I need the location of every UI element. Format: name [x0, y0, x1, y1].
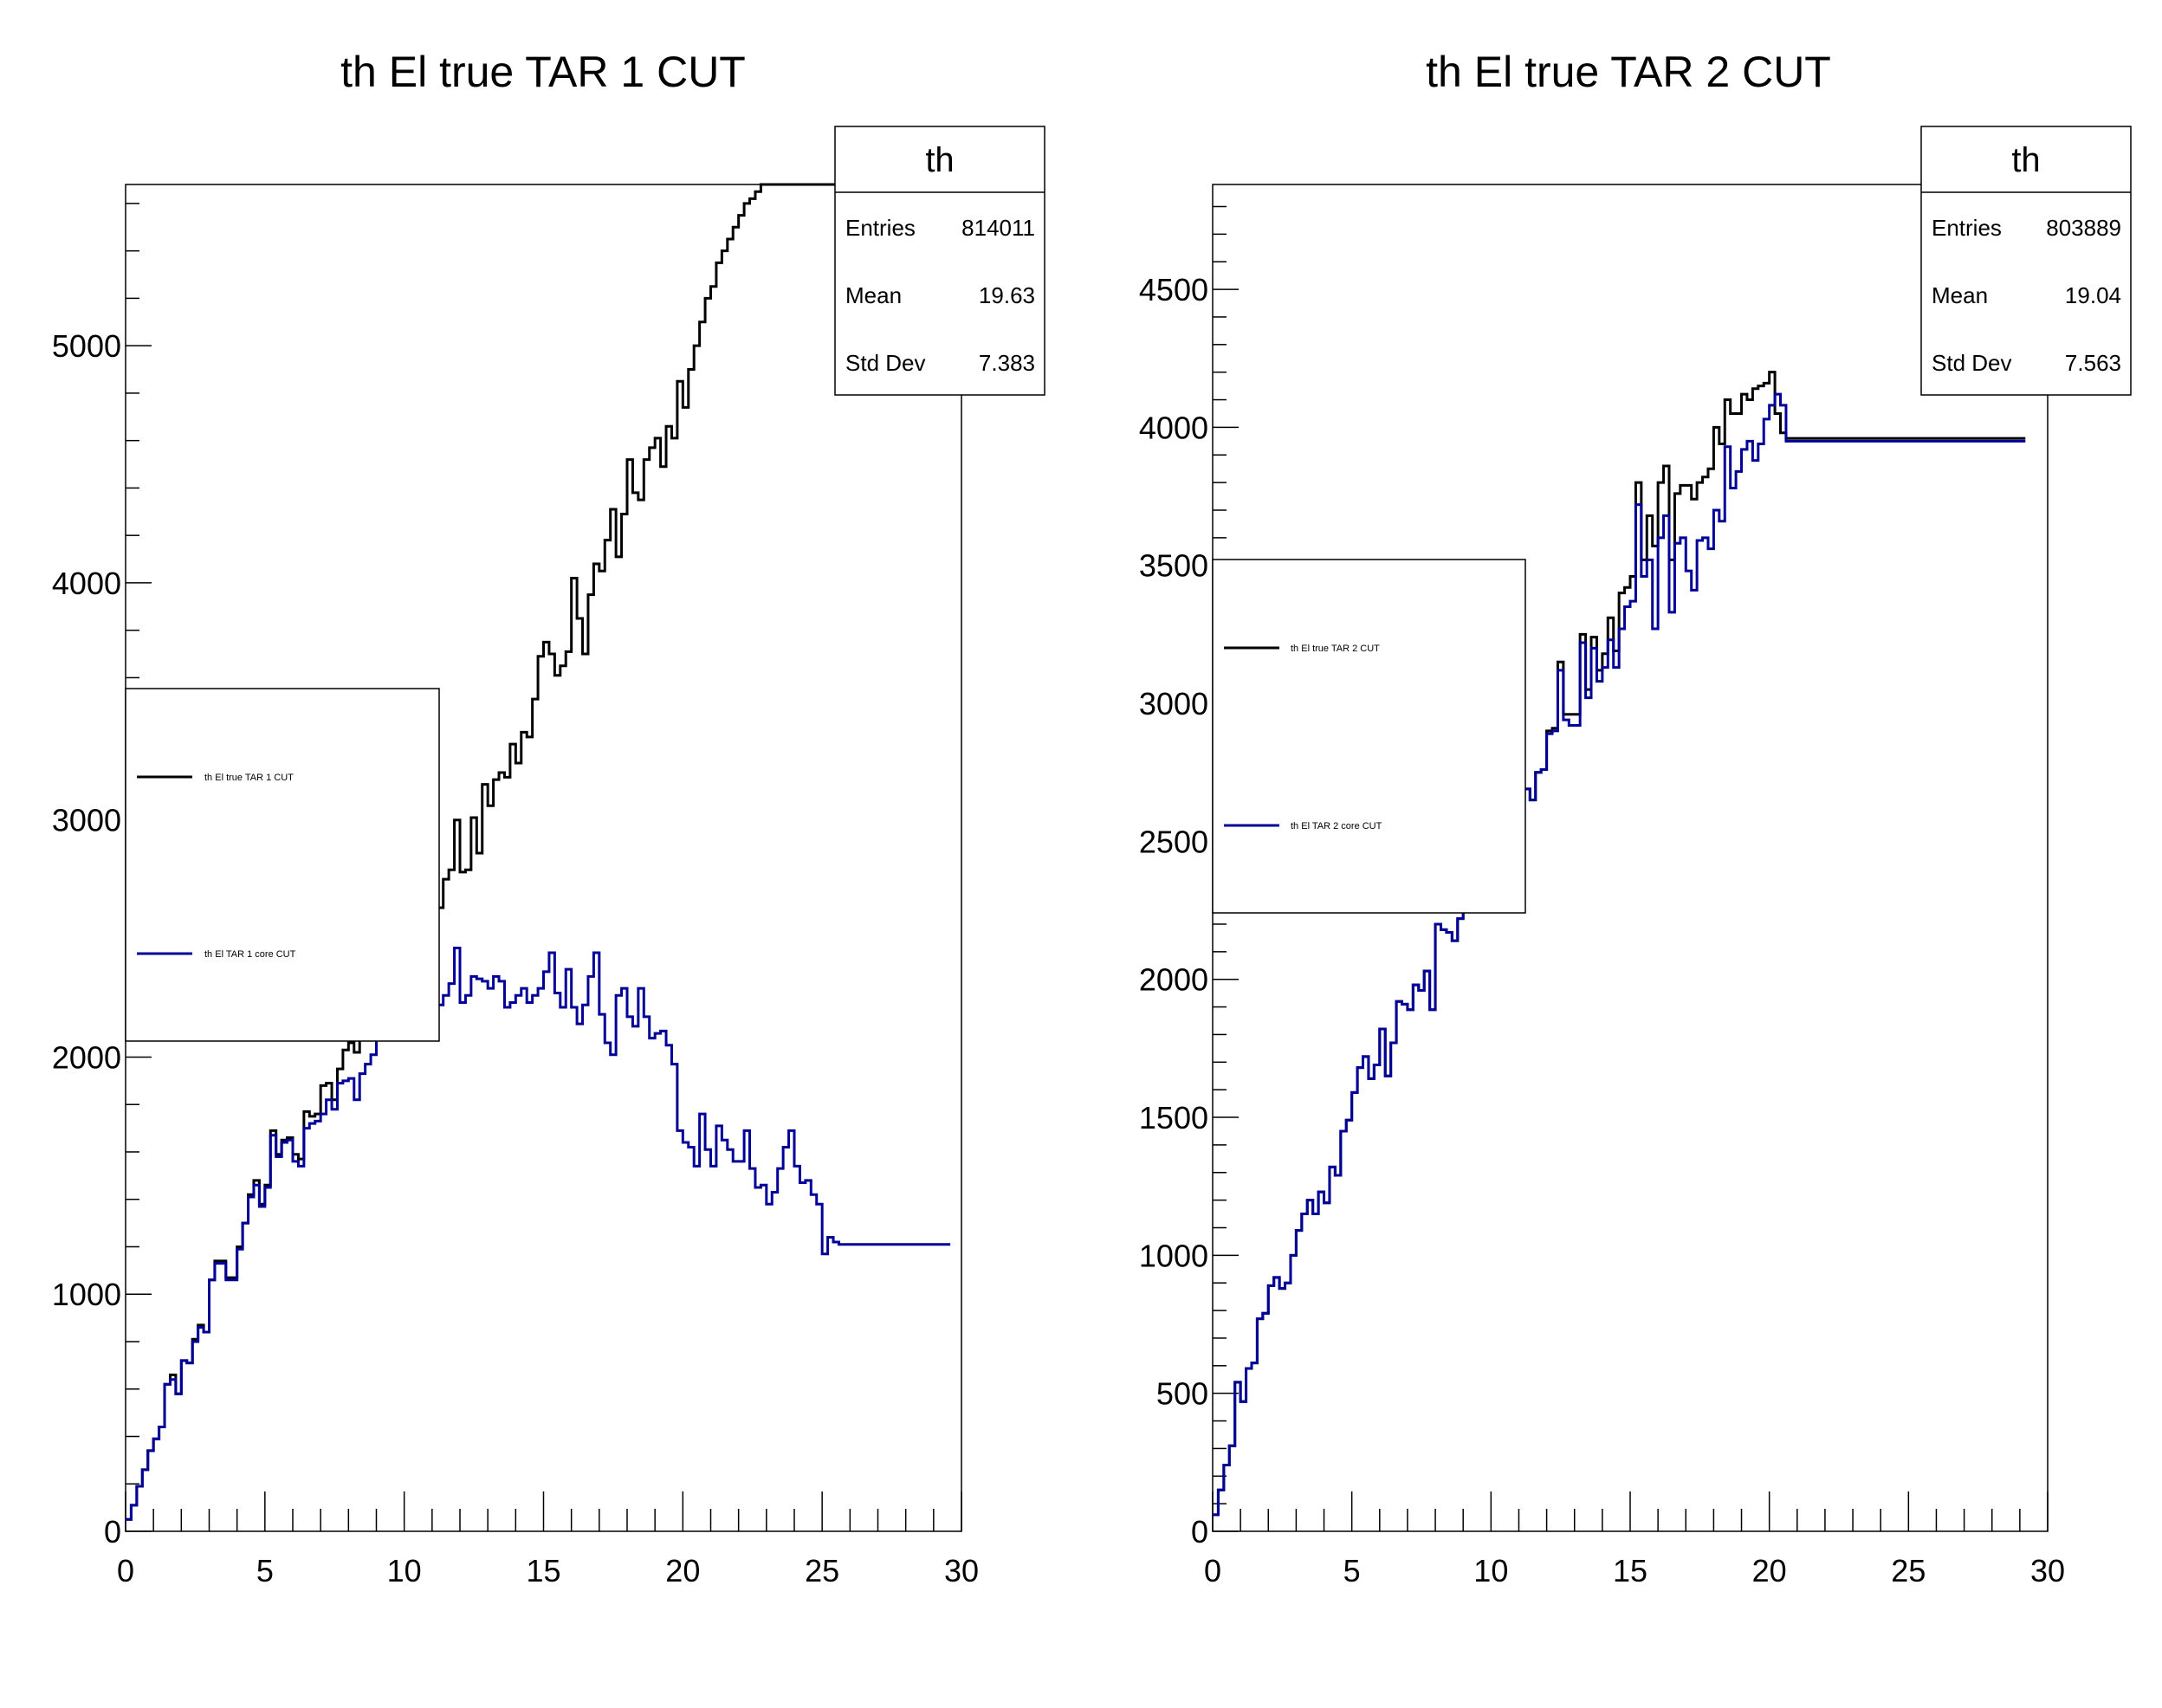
x-axis: 0 5 10 15 20 25 30 [1204, 1491, 2065, 1588]
x-tick-label: 20 [665, 1553, 700, 1588]
series-group [1213, 371, 2026, 1517]
chart-title: th El true TAR 2 CUT [1426, 48, 1831, 96]
x-tick-label: 5 [256, 1553, 274, 1588]
y-tick-label: 0 [1191, 1514, 1208, 1549]
y-tick-label: 5000 [52, 328, 121, 364]
stats-title: th [925, 141, 954, 179]
stats-value-mean: 19.04 [2065, 282, 2121, 308]
stats-box: th Entries 803889 Mean 19.04 Std Dev 7.5… [1920, 126, 2132, 396]
y-tick-label: 4000 [52, 566, 121, 601]
x-tick-label: 5 [1343, 1553, 1361, 1588]
x-tick-label: 0 [117, 1553, 134, 1588]
y-tick-label: 1000 [52, 1277, 121, 1312]
stats-frame [834, 126, 1045, 396]
legend-label-core: th El TAR 2 core CUT [1291, 821, 1382, 831]
legend-box [125, 688, 440, 1042]
y-tick-label: 4500 [1139, 272, 1208, 307]
y-tick-label: 1000 [1139, 1238, 1208, 1273]
stats-value-mean: 19.63 [979, 282, 1035, 308]
stats-label-mean: Mean [1932, 282, 1988, 308]
stats-value-entries: 803889 [2046, 215, 2121, 241]
y-tick-label: 2000 [52, 1039, 121, 1075]
legend: th El true TAR 2 CUT th El TAR 2 core CU… [1212, 559, 1526, 914]
x-tick-label: 20 [1752, 1553, 1787, 1588]
y-tick-label: 2000 [1139, 962, 1208, 998]
y-tick-label: 0 [104, 1514, 121, 1549]
stats-title: th [2011, 141, 2040, 179]
chart-title: th El true TAR 1 CUT [340, 48, 746, 96]
x-tick-label: 10 [1473, 1553, 1508, 1588]
x-axis: 0 5 10 15 20 25 30 [117, 1491, 979, 1588]
stats-value-stddev: 7.563 [2065, 350, 2121, 376]
stats-value-stddev: 7.383 [979, 350, 1035, 376]
series-group [126, 183, 961, 1521]
y-tick-label: 3000 [52, 803, 121, 838]
panel-right: th El true TAR 2 CUT 0 5 10 15 20 25 30 0 500 10… [1139, 48, 2132, 1588]
legend-box [1212, 559, 1526, 914]
x-tick-label: 30 [2030, 1553, 2065, 1588]
stats-frame [1920, 126, 2132, 396]
stats-value-entries: 814011 [961, 215, 1035, 241]
y-tick-label: 2500 [1139, 824, 1208, 859]
series-core-line [1213, 392, 2026, 1517]
stats-label-mean: Mean [845, 282, 902, 308]
y-tick-label: 3000 [1139, 686, 1208, 721]
y-tick-label: 3500 [1139, 548, 1208, 584]
y-tick-label: 500 [1156, 1376, 1208, 1412]
x-tick-label: 25 [805, 1553, 839, 1588]
legend: th El true TAR 1 CUT th El TAR 1 core CU… [125, 688, 440, 1042]
x-tick-label: 30 [944, 1553, 979, 1588]
x-tick-label: 15 [1613, 1553, 1647, 1588]
y-axis: 0 1000 2000 3000 4000 5000 [52, 203, 152, 1549]
series-core-line [126, 947, 951, 1521]
legend-label-true: th El true TAR 2 CUT [1291, 644, 1380, 654]
x-tick-label: 0 [1204, 1553, 1221, 1588]
x-tick-label: 25 [1891, 1553, 1926, 1588]
x-tick-label: 10 [387, 1553, 422, 1588]
series-true-line [1213, 371, 2026, 1517]
stats-label-stddev: Std Dev [845, 350, 926, 376]
stats-label-stddev: Std Dev [1932, 350, 2012, 376]
y-axis: 0 500 1000 1500 2000 2500 3000 3500 4000 4500 [1139, 205, 1239, 1549]
y-tick-label: 4000 [1139, 410, 1208, 445]
stats-label-entries: Entries [845, 215, 916, 241]
stats-label-entries: Entries [1932, 215, 2002, 241]
y-tick-label: 1500 [1139, 1100, 1208, 1135]
legend-label-core: th El TAR 1 core CUT [204, 949, 296, 960]
stats-box: th Entries 814011 Mean 19.63 Std Dev 7.3… [834, 126, 1045, 396]
x-tick-label: 15 [526, 1553, 560, 1588]
legend-label-true: th El true TAR 1 CUT [204, 773, 294, 783]
panel-left: th El true TAR 1 CUT 0 5 10 15 20 25 30 0 1000 2… [52, 48, 1045, 1588]
